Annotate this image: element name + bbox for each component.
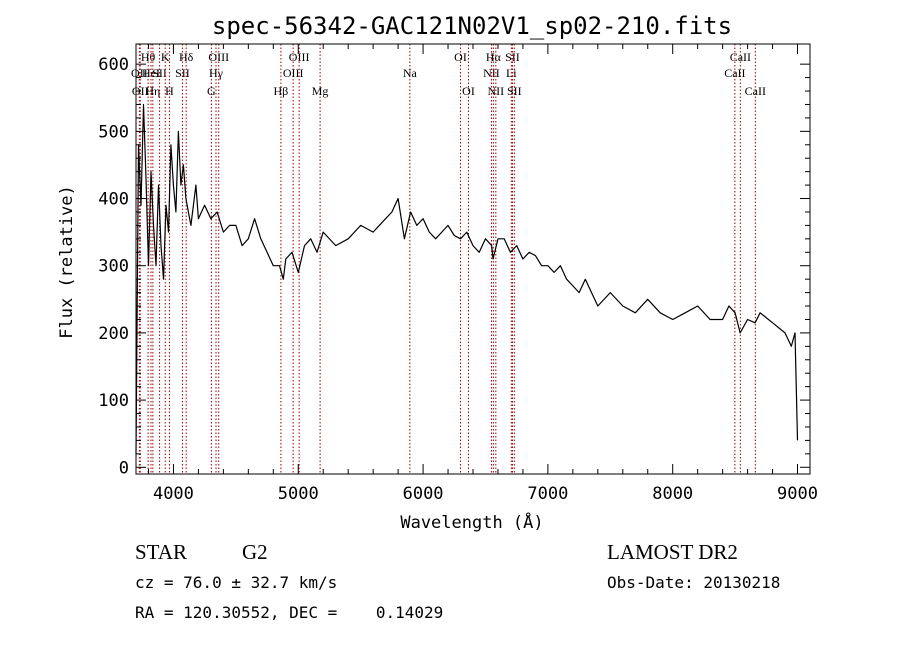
y-tick-label: 400 [98, 190, 129, 210]
y-tick-label: 200 [98, 324, 129, 344]
line-marker-label: Li [506, 66, 517, 80]
line-marker-label: SII [152, 66, 167, 80]
y-tick-label: 100 [98, 391, 129, 411]
line-marker-label: SII [505, 50, 520, 64]
axes: 4000 5000 6000 7000 8000 9000 0 100 200 300 400 500… [98, 43, 818, 504]
x-axis-label: Wavelength (Å) [400, 511, 543, 533]
line-marker-label: K [161, 50, 170, 64]
line-marker-label: SII [507, 84, 522, 98]
line-marker-label: OI [454, 50, 467, 64]
object-subclass: G2 [242, 540, 268, 564]
line-marker-label: G [207, 84, 216, 98]
line-marker-label: Hγ [209, 66, 224, 80]
x-tick-label: 7000 [527, 484, 568, 504]
line-marker-label: CaII [724, 66, 745, 80]
line-marker-label: SII [175, 66, 190, 80]
line-marker-label: Hδ [179, 50, 194, 64]
chart-title: spec-56342-GAC121N02V1_sp02-210.fits [212, 12, 732, 40]
line-marker-label: Hα [486, 50, 502, 64]
line-marker-label: CaII [730, 50, 751, 64]
line-marker-label: Hβ [274, 84, 289, 98]
coordinates-text: RA = 120.30552, DEC = 0.14029 [135, 603, 444, 622]
object-class: STAR [135, 540, 187, 564]
line-markers: OIIOIIHθHeIHηSIIKHSIIHδGHγOIIIHβOIIIOIII… [131, 44, 766, 474]
x-tick-label: 8000 [652, 484, 693, 504]
line-marker-label: OIII [289, 50, 310, 64]
y-tick-label: 300 [98, 257, 129, 277]
spectrum-series [135, 103, 799, 454]
x-tick-label: 6000 [403, 484, 444, 504]
obs-date: Obs-Date: 20130218 [607, 573, 781, 592]
survey-label: LAMOST DR2 [607, 540, 738, 564]
line-marker-label: OIII [208, 50, 229, 64]
redshift-text: cz = 76.0 ± 32.7 km/s [135, 573, 338, 592]
y-tick-label: 600 [98, 55, 129, 75]
line-marker-label: NII [483, 66, 500, 80]
spectrum-line [135, 103, 799, 454]
line-marker-label: OI [462, 84, 475, 98]
line-marker-label: Mg [312, 84, 329, 98]
y-axis-label: Flux (relative) [57, 185, 77, 339]
y-tick-label: 500 [98, 122, 129, 142]
line-marker-label: OII [131, 66, 148, 80]
line-marker-label: OIII [283, 66, 304, 80]
line-marker-label: HeI [142, 66, 160, 80]
line-marker-label: NII [488, 84, 505, 98]
line-marker-label: Hθ [141, 50, 156, 64]
line-marker-label: Na [403, 66, 418, 80]
x-tick-label: 4000 [153, 484, 194, 504]
plot-frame [135, 43, 811, 475]
line-marker-label: CaII [745, 84, 766, 98]
line-marker-label: H [165, 84, 174, 98]
line-marker-label: Hη [145, 84, 160, 98]
x-tick-label: 9000 [777, 484, 818, 504]
x-tick-label: 5000 [278, 484, 319, 504]
y-tick-label: 0 [119, 458, 129, 478]
